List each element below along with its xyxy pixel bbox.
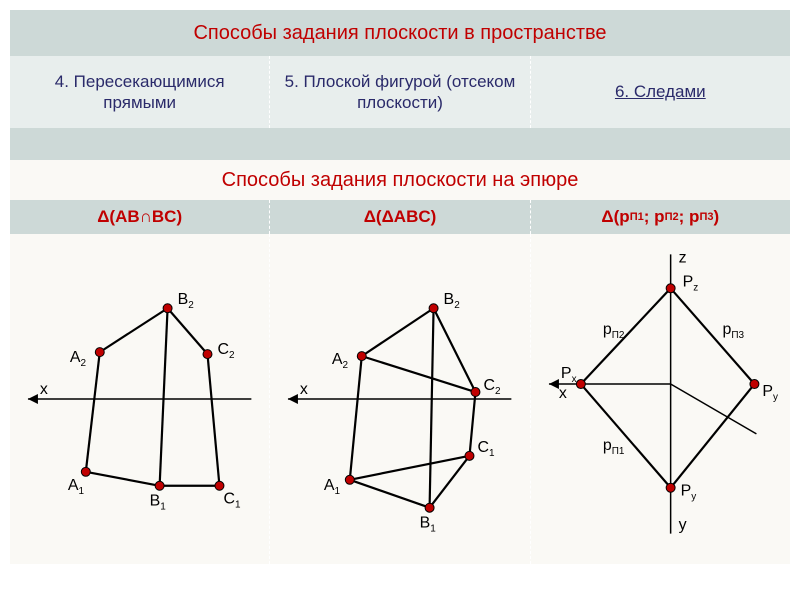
diagram-2: x A2 B2 C2 A1 B1 C1 — [270, 234, 530, 564]
spacer — [10, 128, 790, 160]
svg-text:B1: B1 — [150, 493, 167, 513]
svg-text:C2: C2 — [484, 377, 502, 397]
diagram-label-2: Δ(ΔABC) — [270, 200, 530, 234]
method-cell-3: 6. Следами — [531, 56, 790, 128]
svg-text:pП1: pП1 — [602, 437, 624, 457]
svg-text:Py: Py — [762, 383, 778, 403]
diagram-svg-3: z x y pП2 pП3 pП1 Px Pz Py Py — [531, 234, 790, 564]
svg-text:C1: C1 — [223, 491, 241, 511]
svg-text:B1: B1 — [420, 515, 437, 535]
diagram-labels-row: Δ(AB∩BC)Δ(ΔABC)Δ(pП1; pП2; pП3) — [10, 200, 790, 234]
svg-text:C2: C2 — [217, 341, 235, 361]
svg-text:Pz: Pz — [682, 273, 698, 293]
slide-title: Способы задания плоскости в пространстве — [10, 10, 790, 56]
methods-row: 4. Пересекающимися прямыми5. Плоской фиг… — [10, 56, 790, 128]
diagrams-row: x A2 B2 C2 A1 B1 C1 x A2 B2 C2 A1 B1 C1 z x y pП2 pП3 pП1 Px… — [10, 234, 790, 564]
svg-text:A1: A1 — [324, 477, 341, 497]
svg-text:Py: Py — [680, 483, 696, 503]
svg-text:z: z — [678, 249, 686, 266]
svg-text:x: x — [40, 381, 48, 398]
svg-text:A2: A2 — [70, 349, 87, 369]
svg-text:x: x — [559, 385, 567, 402]
method-cell-2: 5. Плоской фигурой (отсеком плоскости) — [270, 56, 530, 128]
subtitle: Способы задания плоскости на эпюре — [10, 160, 790, 200]
svg-text:A2: A2 — [332, 351, 349, 371]
diagram-1: x A2 B2 C2 A1 B1 C1 — [10, 234, 270, 564]
diagram-svg-2: x A2 B2 C2 A1 B1 C1 — [270, 234, 529, 564]
method-cell-1: 4. Пересекающимися прямыми — [10, 56, 270, 128]
svg-text:x: x — [300, 381, 308, 398]
diagram-3: z x y pП2 pП3 pП1 Px Pz Py Py — [531, 234, 790, 564]
svg-text:pП2: pП2 — [602, 321, 624, 341]
svg-text:B2: B2 — [178, 291, 195, 311]
svg-text:B2: B2 — [444, 291, 461, 311]
svg-text:y: y — [678, 517, 686, 534]
diagram-svg-1: x A2 B2 C2 A1 B1 C1 — [10, 234, 269, 564]
svg-text:C1: C1 — [478, 439, 496, 459]
svg-text:Px: Px — [561, 365, 577, 385]
diagram-label-1: Δ(AB∩BC) — [10, 200, 270, 234]
diagram-label-3: Δ(pП1; pП2; pП3) — [531, 200, 790, 234]
svg-text:A1: A1 — [68, 477, 85, 497]
svg-text:pП3: pП3 — [722, 321, 744, 341]
